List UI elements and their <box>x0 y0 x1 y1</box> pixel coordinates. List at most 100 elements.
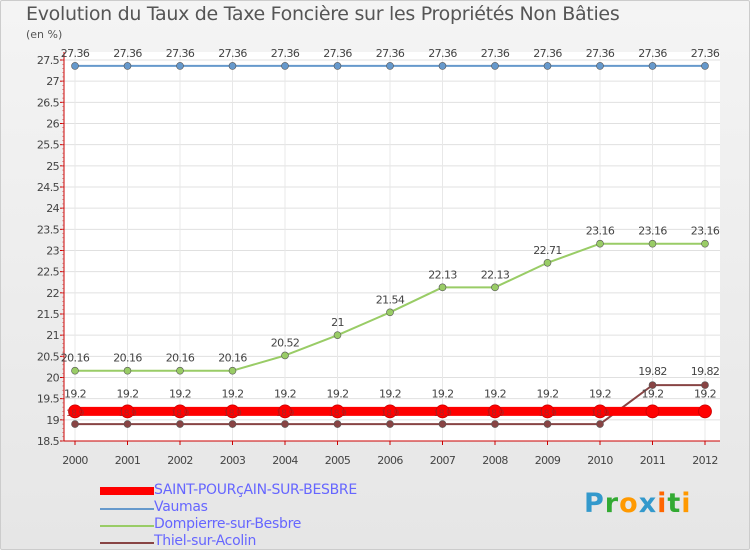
x-tick-label: 2012 <box>692 454 718 467</box>
data-label-1: 27.36 <box>481 47 510 60</box>
y-tick-label: 26.5 <box>37 96 60 109</box>
series-point-0 <box>120 404 135 419</box>
y-tick-label: 20.5 <box>37 350 60 363</box>
data-label-3: 18.9 <box>224 409 243 419</box>
data-label-1: 27.36 <box>271 47 300 60</box>
y-tick-label: 27 <box>46 75 59 88</box>
y-tick-label: 23.5 <box>37 223 60 236</box>
x-tick-label: 2011 <box>640 454 666 467</box>
series-point-3 <box>123 420 132 428</box>
y-tick-label: 25.5 <box>37 139 60 152</box>
data-label-3: 18.9 <box>381 409 400 419</box>
data-label-3: 18.9 <box>539 409 558 419</box>
series-point-0 <box>488 404 502 419</box>
data-label-3: 19.82 <box>691 365 720 378</box>
y-tick-label: 27.5 <box>37 54 60 67</box>
data-label-3: 18.9 <box>66 409 85 419</box>
series-point-3 <box>438 420 447 428</box>
data-label-0: 19.2 <box>326 387 348 400</box>
series-point-0 <box>330 404 345 419</box>
series-point-3 <box>281 420 289 428</box>
data-label-2: 20.16 <box>166 352 195 365</box>
y-tick-label: 23 <box>46 245 59 258</box>
data-label-2: 22.71 <box>533 244 562 257</box>
series-point-3 <box>176 420 184 428</box>
series-point-2 <box>123 366 132 375</box>
legend-swatch-thiel <box>100 542 154 544</box>
data-label-1: 27.36 <box>61 47 90 60</box>
data-label-3: 18.9 <box>591 409 610 419</box>
series-point-2 <box>228 366 237 375</box>
y-tick-label: 26 <box>46 118 59 131</box>
series-point-3 <box>543 420 552 428</box>
series-point-2 <box>71 366 79 375</box>
data-label-3: 18.9 <box>119 409 138 419</box>
series-point-2 <box>333 331 342 339</box>
data-label-0: 19.2 <box>431 387 453 400</box>
data-label-0: 19.2 <box>641 387 663 400</box>
data-label-0: 19.2 <box>379 387 401 400</box>
data-label-1: 27.36 <box>428 47 457 60</box>
x-tick-label: 2006 <box>377 454 403 467</box>
data-label-1: 27.36 <box>586 47 615 60</box>
series-point-3 <box>71 420 79 428</box>
series-point-0 <box>435 404 450 419</box>
data-label-3: 19.82 <box>638 365 667 378</box>
data-label-2: 22.13 <box>481 268 510 281</box>
legend-swatch-vaumas <box>100 508 154 510</box>
data-label-1: 27.36 <box>218 47 247 60</box>
series-point-2 <box>596 239 604 248</box>
chart-title: Evolution du Taux de Taxe Foncière sur l… <box>26 3 620 25</box>
data-label-0: 19.2 <box>589 387 611 400</box>
data-label-2: 22.13 <box>428 268 457 281</box>
series-point-1 <box>543 62 552 70</box>
series-point-1 <box>491 62 499 70</box>
series-point-0 <box>645 404 660 419</box>
series-point-3 <box>386 420 394 428</box>
series-point-0 <box>278 404 292 419</box>
y-tick-label: 21 <box>46 329 59 342</box>
y-tick-label: 20 <box>46 372 59 385</box>
series-point-0 <box>383 404 397 419</box>
series-point-3 <box>596 420 604 428</box>
data-label-0: 19.2 <box>274 387 296 400</box>
data-label-1: 27.36 <box>533 47 562 60</box>
data-label-3: 18.9 <box>276 409 295 419</box>
y-tick-label: 19.5 <box>37 393 60 406</box>
x-tick-label: 2000 <box>62 454 88 467</box>
series-point-1 <box>123 62 132 70</box>
x-tick-label: 2003 <box>220 454 246 467</box>
y-tick-label: 19 <box>46 414 59 427</box>
data-label-1: 27.36 <box>113 47 142 60</box>
series-point-1 <box>701 62 709 70</box>
data-label-3: 18.9 <box>486 409 505 419</box>
legend-label-dompierre: Dompierre-sur-Besbre <box>154 516 302 532</box>
series-point-0 <box>698 404 712 419</box>
series-point-2 <box>438 283 447 292</box>
data-label-1: 27.36 <box>638 47 667 60</box>
series-point-2 <box>491 283 499 292</box>
series-point-0 <box>173 404 187 419</box>
y-axis-unit: (en %) <box>26 28 63 41</box>
series-point-2 <box>386 308 394 317</box>
series-point-0 <box>68 404 82 419</box>
data-label-2: 23.16 <box>691 225 720 238</box>
series-point-0 <box>540 404 555 419</box>
data-label-3: 18.9 <box>434 409 453 419</box>
series-point-1 <box>386 62 394 70</box>
data-label-0: 19.2 <box>536 387 558 400</box>
data-label-3: 18.9 <box>171 409 190 419</box>
proxiti-logo: Proxiti <box>584 488 692 519</box>
series-point-0 <box>225 404 240 419</box>
data-label-2: 20.16 <box>218 352 247 365</box>
y-tick-label: 18.5 <box>37 435 60 448</box>
series-point-3 <box>228 420 237 428</box>
x-tick-label: 2007 <box>430 454 456 467</box>
series-point-1 <box>596 62 604 70</box>
data-label-2: 20.52 <box>271 336 300 349</box>
series-point-3 <box>701 381 709 389</box>
legend-label-saint-pourcain: SAINT-POURçAIN-SUR-BESBRE <box>154 482 357 498</box>
series-point-1 <box>281 62 289 70</box>
data-label-0: 19.2 <box>64 387 86 400</box>
x-tick-label: 2008 <box>482 454 508 467</box>
